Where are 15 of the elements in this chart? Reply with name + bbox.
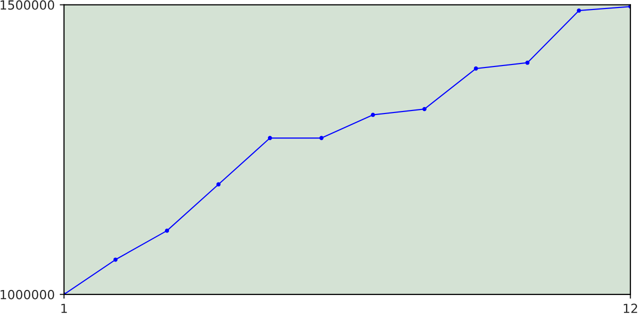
- y-tick-label: 1000000: [0, 290, 54, 300]
- point: [216, 182, 221, 186]
- point: [319, 136, 324, 140]
- y-tick-label: 1500000: [0, 0, 54, 10]
- x-tick-label: 12: [624, 304, 638, 313]
- point: [576, 8, 581, 13]
- point: [370, 112, 376, 117]
- point: [422, 106, 427, 112]
- point: [525, 60, 530, 65]
- line-series: [64, 4, 630, 294]
- point: [474, 66, 478, 71]
- point: [268, 136, 272, 140]
- point: [113, 258, 118, 262]
- x-tick-label: 1: [61, 304, 67, 313]
- point: [164, 228, 170, 233]
